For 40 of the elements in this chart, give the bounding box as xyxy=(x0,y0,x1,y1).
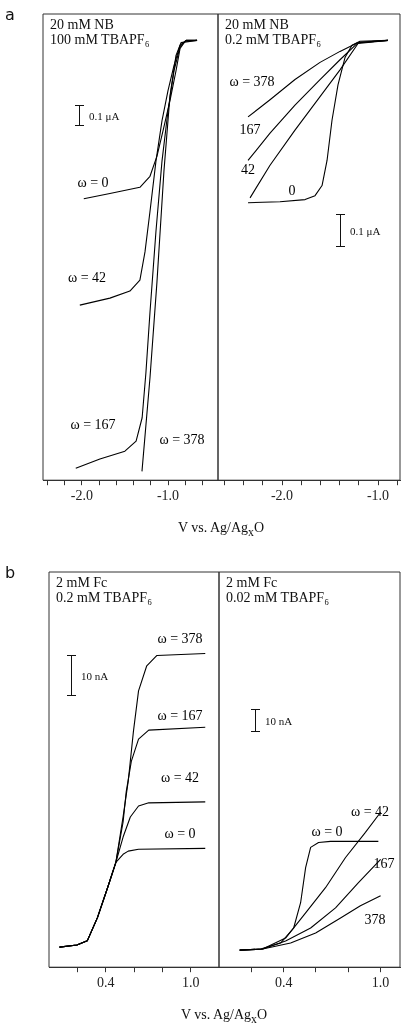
series-label: ω = 378 xyxy=(157,630,203,646)
series-label: ω = 42 xyxy=(350,803,390,819)
x-tick-label: -1.0 xyxy=(366,488,390,504)
x-tick-label: -1.0 xyxy=(156,488,180,504)
text: 10 nA xyxy=(265,714,293,727)
text: b xyxy=(5,563,16,582)
x-tick-label: -2.0 xyxy=(270,488,294,504)
series-label: ω = 42 xyxy=(67,269,107,285)
series-label: ω = 167 xyxy=(70,416,116,432)
chart-title: 2 mM Fc xyxy=(56,575,109,590)
chart-title: 2 mM Fc xyxy=(226,575,279,590)
series-label: 167 xyxy=(239,121,261,137)
chart-subtitle: 0.2 mM TBAPF₆ xyxy=(56,590,153,605)
chart-title: 20 mM NB xyxy=(50,17,115,32)
series-label: 378 xyxy=(364,911,386,927)
x-axis-title: V vs. Ag/Ag$_{x}$O xyxy=(176,520,266,539)
chart-subtitle: 100 mM TBAPF₆ xyxy=(50,32,150,47)
x-tick-label: 1.0 xyxy=(181,975,200,991)
x-axis-title: V vs. Ag/Ag$_{x}$O xyxy=(179,1007,269,1026)
series-label: ω = 167 xyxy=(157,707,203,723)
annotation: 10 nA xyxy=(81,669,109,682)
series-label: ω = 42 xyxy=(160,769,200,785)
chart-subtitle: 0.2 mM TBAPF₆ xyxy=(225,32,322,47)
text: a xyxy=(5,5,15,24)
x-tick-label: -2.0 xyxy=(70,488,93,504)
annotation: 0.1 μA xyxy=(350,224,381,237)
series-label: ω = 0 xyxy=(311,823,343,839)
x-tick-label: 1.0 xyxy=(371,975,390,991)
chart-title: 20 mM NB xyxy=(225,17,290,32)
series-label: ω = 378 xyxy=(229,73,275,89)
series-label: 0 xyxy=(288,182,296,198)
series-label: ω = 0 xyxy=(164,825,196,841)
series-label: 42 xyxy=(241,161,255,177)
series-label: 167 xyxy=(373,855,395,871)
series-label: ω = 378 xyxy=(159,431,205,447)
x-tick-label: 0.4 xyxy=(96,975,115,991)
series-label: ω = 0 xyxy=(77,174,109,190)
chart-subtitle: 0.02 mM TBAPF₆ xyxy=(226,590,330,605)
x-tick-label: 0.4 xyxy=(274,975,293,991)
annotation: 0.1 μA xyxy=(89,109,120,122)
